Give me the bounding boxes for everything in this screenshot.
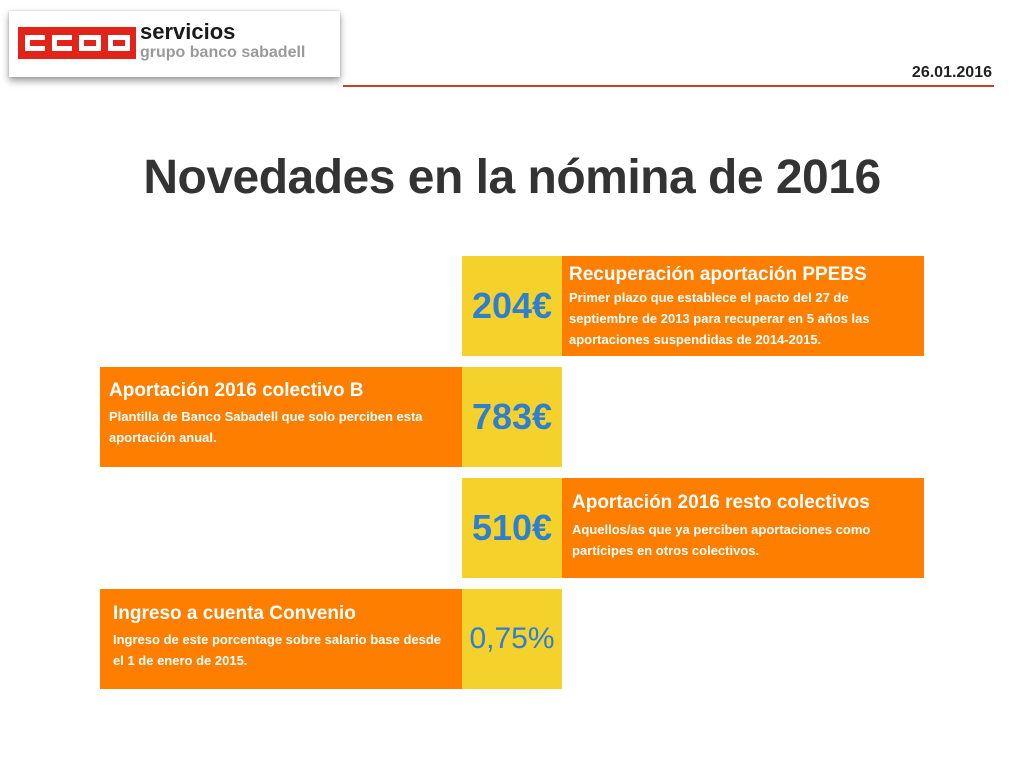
value-box-convenio: 0,75% [462,589,562,689]
info-text: Ingreso de este porcentage sobre salario… [113,632,442,668]
info-heading: Aportación 2016 colectivo B [109,380,364,401]
brand-name: servicios [140,19,236,44]
info-text: Plantilla de Banco Sabadell que solo per… [109,409,423,445]
info-box-resto: Aportación 2016 resto colectivos Aquello… [562,478,924,578]
value-box-ppebs: 204€ [462,256,562,356]
info-box-ppebs: Recuperación aportación PPEBS Primer pla… [562,256,924,356]
info-text: Primer plazo que establece el pacto del … [569,290,870,347]
info-box-colectivo-b: Aportación 2016 colectivo B Plantilla de… [100,367,462,467]
ccoo-logo-icon [18,27,136,59]
info-text: Aquellos/as que ya perciben aportaciones… [572,522,871,558]
info-heading: Recuperación aportación PPEBS [569,264,867,285]
slide-title: Novedades en la nómina de 2016 [143,151,881,204]
info-heading: Ingreso a cuenta Convenio [113,603,356,624]
info-box-convenio: Ingreso a cuenta Convenio Ingreso de est… [100,589,462,689]
slide-date: 26.01.2016 [911,64,992,81]
brand-subtitle: grupo banco sabadell [140,44,306,61]
header-divider [343,85,994,87]
logo-card: servicios grupo banco sabadell [9,11,340,77]
value-box-resto: 510€ [462,478,562,578]
info-heading: Aportación 2016 resto colectivos [572,492,870,513]
value-box-colectivo-b: 783€ [462,367,562,467]
